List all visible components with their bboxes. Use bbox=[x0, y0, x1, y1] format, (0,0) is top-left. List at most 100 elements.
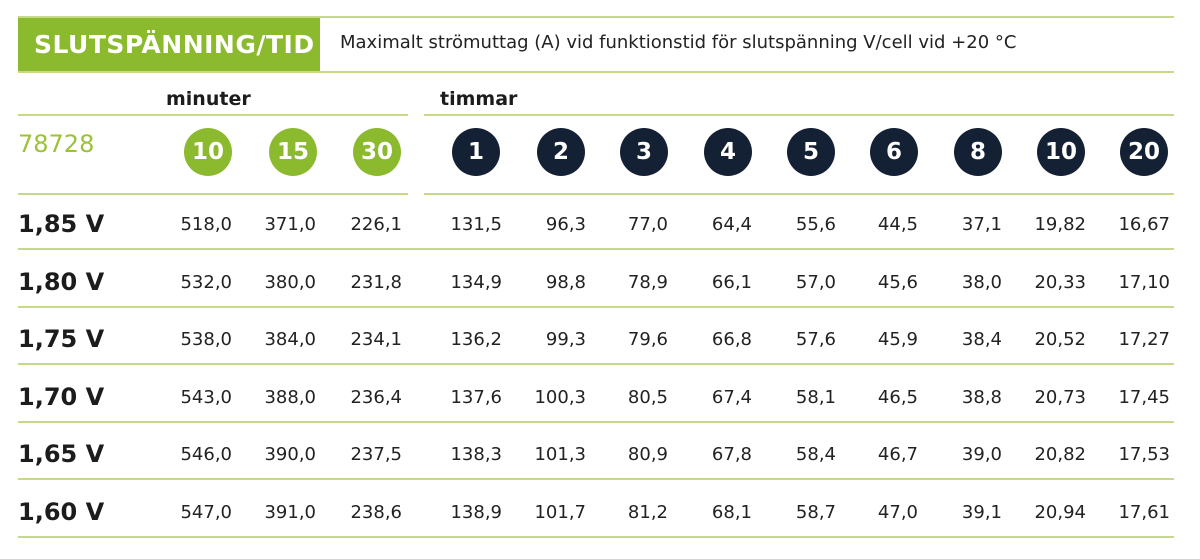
table-cell: 81,2 bbox=[627, 501, 668, 523]
table-cell: 138,9 bbox=[450, 501, 502, 523]
table-cell: 136,2 bbox=[450, 329, 502, 350]
table-cell: 45,9 bbox=[877, 329, 918, 350]
col-header-4-h: 4 bbox=[704, 128, 752, 176]
row-rule bbox=[18, 305, 1174, 308]
column-header-rule-hours bbox=[424, 193, 1174, 195]
top-rule bbox=[18, 16, 1174, 18]
row-voltage-label: 1,65 V bbox=[18, 440, 105, 468]
table-cell: 58,1 bbox=[795, 386, 836, 408]
row-voltage-label: 1,85 V bbox=[18, 210, 105, 238]
product-code: 78728 bbox=[18, 130, 95, 158]
table-cell: 39,0 bbox=[961, 444, 1002, 465]
col-header-2-h: 2 bbox=[537, 128, 585, 176]
row-voltage-label: 1,60 V bbox=[18, 497, 105, 526]
table-cell: 138,3 bbox=[450, 444, 502, 465]
table-cell: 19,82 bbox=[1034, 214, 1086, 235]
table-cell: 67,4 bbox=[711, 386, 752, 408]
table-cell: 77,0 bbox=[627, 214, 668, 235]
table-cell: 80,5 bbox=[627, 386, 668, 408]
table-cell: 96,3 bbox=[545, 214, 586, 235]
header-rule bbox=[18, 71, 1174, 73]
table-cell: 237,5 bbox=[350, 444, 402, 465]
col-header-30-min: 30 bbox=[353, 128, 401, 176]
table-cell: 380,0 bbox=[264, 271, 316, 293]
table-cell: 37,1 bbox=[961, 214, 1002, 235]
table-cell: 46,5 bbox=[877, 386, 918, 408]
row-voltage-label: 1,75 V bbox=[18, 325, 105, 353]
table-cell: 38,0 bbox=[961, 271, 1002, 293]
table-cell: 371,0 bbox=[264, 214, 316, 235]
col-header-5-h: 5 bbox=[787, 128, 835, 176]
table-cell: 20,52 bbox=[1034, 329, 1086, 350]
column-header-rule bbox=[18, 193, 408, 195]
table-cell: 78,9 bbox=[627, 271, 668, 293]
table-cell: 547,0 bbox=[180, 501, 232, 523]
table-cell: 57,0 bbox=[795, 271, 836, 293]
table-cell: 38,4 bbox=[961, 329, 1002, 350]
col-header-10-min: 10 bbox=[184, 128, 232, 176]
col-header-6-h: 6 bbox=[870, 128, 918, 176]
table-cell: 17,61 bbox=[1118, 501, 1170, 523]
table-cell: 543,0 bbox=[180, 386, 232, 408]
table-cell: 546,0 bbox=[180, 444, 232, 465]
group-rule-hours bbox=[424, 114, 1174, 116]
table-cell: 20,73 bbox=[1034, 386, 1086, 408]
table-cell: 98,8 bbox=[545, 271, 586, 293]
table-cell: 518,0 bbox=[180, 214, 232, 235]
row-rule bbox=[18, 248, 1174, 250]
table-cell: 16,67 bbox=[1118, 214, 1170, 235]
table-cell: 238,6 bbox=[350, 501, 402, 523]
table-cell: 64,4 bbox=[711, 214, 752, 235]
row-voltage-label: 1,70 V bbox=[18, 382, 105, 411]
table-cell: 231,8 bbox=[350, 271, 402, 293]
table-cell: 226,1 bbox=[350, 214, 402, 235]
table-cell: 20,94 bbox=[1034, 501, 1086, 523]
table-cell: 47,0 bbox=[877, 501, 918, 523]
group-label-hours: timmar bbox=[440, 88, 518, 110]
table-cell: 390,0 bbox=[264, 444, 316, 465]
table-cell: 532,0 bbox=[180, 271, 232, 293]
table-cell: 137,6 bbox=[450, 386, 502, 408]
col-header-1-h: 1 bbox=[452, 128, 500, 176]
table-cell: 79,6 bbox=[627, 329, 668, 350]
table-cell: 58,7 bbox=[795, 501, 836, 523]
col-header-8-h: 8 bbox=[954, 128, 1002, 176]
table-cell: 391,0 bbox=[264, 501, 316, 523]
table-cell: 66,1 bbox=[711, 271, 752, 293]
row-rule bbox=[18, 478, 1174, 480]
table-cell: 55,6 bbox=[795, 214, 836, 235]
table-cell: 67,8 bbox=[711, 444, 752, 465]
table-cell: 17,10 bbox=[1118, 271, 1170, 293]
table-cell: 80,9 bbox=[627, 444, 668, 465]
table-cell: 100,3 bbox=[534, 386, 586, 408]
group-rule-minutes bbox=[18, 114, 408, 116]
table-cell: 236,4 bbox=[350, 386, 402, 408]
table-cell: 384,0 bbox=[264, 329, 316, 350]
table-cell: 234,1 bbox=[350, 329, 402, 350]
table-subtitle: Maximalt strömuttag (A) vid funktionstid… bbox=[340, 32, 1017, 53]
col-header-20-h: 20 bbox=[1120, 128, 1168, 176]
table-cell: 39,1 bbox=[961, 501, 1002, 523]
table-cell: 44,5 bbox=[877, 214, 918, 235]
table-cell: 388,0 bbox=[264, 386, 316, 408]
row-rule bbox=[18, 420, 1174, 423]
group-label-minutes: minuter bbox=[166, 88, 251, 110]
col-header-15-min: 15 bbox=[269, 128, 317, 176]
table-cell: 66,8 bbox=[711, 329, 752, 350]
table-cell: 58,4 bbox=[795, 444, 836, 465]
row-voltage-label: 1,80 V bbox=[18, 267, 105, 296]
table-cell: 101,7 bbox=[534, 501, 586, 523]
table-cell: 99,3 bbox=[545, 329, 586, 350]
table-cell: 131,5 bbox=[450, 214, 502, 235]
table-cell: 20,33 bbox=[1034, 271, 1086, 293]
row-rule bbox=[18, 535, 1174, 538]
table-cell: 17,53 bbox=[1118, 444, 1170, 465]
table-cell: 134,9 bbox=[450, 271, 502, 293]
table-cell: 57,6 bbox=[795, 329, 836, 350]
table-cell: 538,0 bbox=[180, 329, 232, 350]
table-cell: 38,8 bbox=[961, 386, 1002, 408]
table-cell: 17,45 bbox=[1118, 386, 1170, 408]
table-title: SLUTSPÄNNING/TID bbox=[18, 18, 320, 71]
table-cell: 45,6 bbox=[877, 271, 918, 293]
col-header-3-h: 3 bbox=[620, 128, 668, 176]
